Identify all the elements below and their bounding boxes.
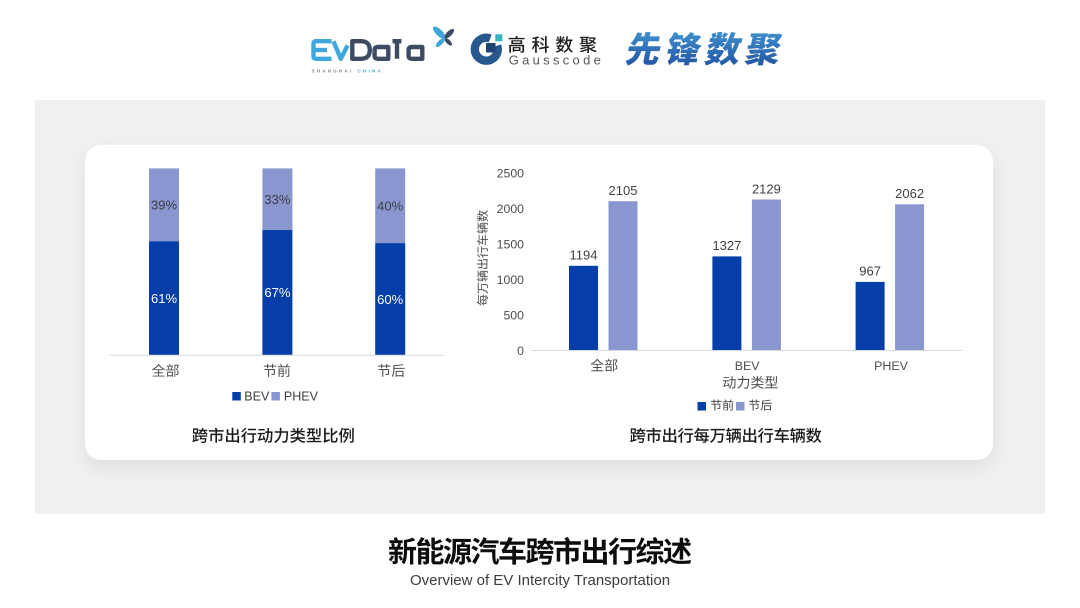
svg-text:33%: 33% — [264, 192, 290, 207]
svg-text:2062: 2062 — [895, 186, 924, 201]
svg-text:0: 0 — [517, 344, 524, 358]
svg-text:BEV: BEV — [244, 389, 270, 403]
svg-text:40%: 40% — [377, 198, 403, 213]
svg-text:SHANGHAI: SHANGHAI — [312, 68, 354, 73]
svg-text:2105: 2105 — [609, 183, 638, 198]
svg-text:1500: 1500 — [497, 238, 525, 252]
svg-text:2000: 2000 — [497, 202, 525, 216]
svg-text:1327: 1327 — [712, 238, 741, 253]
svg-text:CHINA: CHINA — [358, 68, 383, 73]
svg-text:Overview of EV Intercity Trans: Overview of EV Intercity Transportation — [410, 572, 670, 589]
svg-text:39%: 39% — [151, 197, 177, 212]
svg-text:Gausscode: Gausscode — [509, 53, 604, 68]
svg-text:PHEV: PHEV — [874, 359, 908, 373]
svg-text:67%: 67% — [264, 285, 290, 300]
svg-text:1000: 1000 — [497, 273, 525, 287]
svg-text:967: 967 — [859, 264, 881, 279]
svg-text:60%: 60% — [377, 292, 403, 307]
svg-text:2500: 2500 — [497, 167, 525, 181]
svg-text:61%: 61% — [151, 291, 177, 306]
svg-text:PHEV: PHEV — [284, 389, 319, 403]
svg-text:BEV: BEV — [735, 359, 761, 373]
svg-text:2129: 2129 — [752, 181, 781, 196]
svg-text:1194: 1194 — [570, 248, 598, 263]
svg-text:500: 500 — [503, 308, 524, 322]
